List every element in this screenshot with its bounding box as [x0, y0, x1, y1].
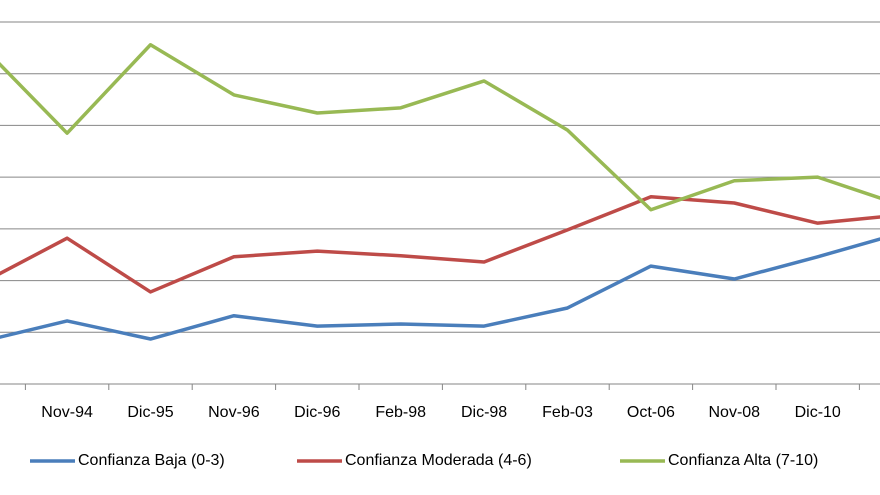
x-tick-label: Dic-10: [795, 404, 841, 421]
series-line: [0, 195, 880, 294]
x-tick-label: Nov-96: [208, 404, 260, 421]
x-tick-label: Dic-98: [461, 404, 507, 421]
x-tick-label: Oct-06: [627, 404, 675, 421]
legend-label: Confianza Moderada (4-6): [345, 452, 532, 469]
series-line: [0, 43, 880, 212]
x-tick-label: Nov-08: [709, 404, 761, 421]
legend-label: Confianza Alta (7-10): [668, 452, 818, 469]
x-tick-label: Nov-94: [41, 404, 93, 421]
legend-label: Confianza Baja (0-3): [78, 452, 225, 469]
x-tick-label: Feb-98: [375, 404, 426, 421]
series-line: [0, 237, 880, 341]
x-tick-label: Dic-96: [294, 404, 340, 421]
x-tick-label: Dic-95: [127, 404, 173, 421]
x-tick-label: Feb-03: [542, 404, 593, 421]
